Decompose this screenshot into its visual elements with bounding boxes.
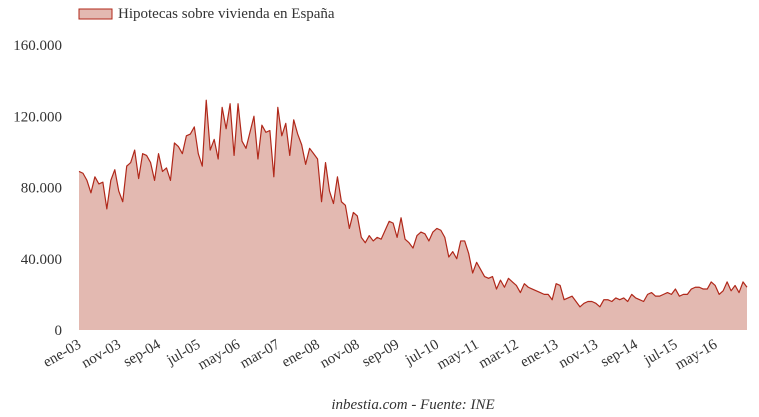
series-area [78,99,748,330]
x-tick-label: sep-09 [359,337,402,371]
y-tick-label: 40.000 [21,252,62,268]
series-line [78,99,748,308]
x-tick-label: ene-03 [41,337,84,371]
x-tick-label: jul-10 [402,337,442,369]
legend-swatch [78,8,113,20]
source-note: inbestia.com - Fuente: INE [331,397,494,413]
x-tick-label: nov-03 [79,337,124,372]
legend-label: Hipotecas sobre vivienda en España [118,6,335,22]
x-tick-label: ene-13 [518,337,561,371]
y-axis: 0 40.000 80.000 120.000 160.000 [13,38,62,339]
x-tick-label: may-16 [673,336,721,373]
x-tick-label: ene-08 [279,337,322,371]
x-tick-label: may-06 [195,336,243,373]
x-tick-label: mar-07 [238,336,284,372]
x-tick-label: may-11 [434,337,481,373]
x-tick-label: nov-08 [318,337,363,372]
legend: Hipotecas sobre vivienda en España [78,6,335,22]
series-area-fill [79,100,747,330]
x-tick-label: mar-12 [476,337,521,372]
y-tick-label: 160.000 [13,38,62,54]
x-tick-label: nov-13 [556,337,601,372]
x-tick-label: sep-04 [121,336,164,370]
y-tick-label: 120.000 [13,109,62,125]
x-tick-label: sep-14 [598,336,641,370]
y-tick-label: 0 [55,323,63,339]
y-tick-label: 80.000 [21,181,62,197]
